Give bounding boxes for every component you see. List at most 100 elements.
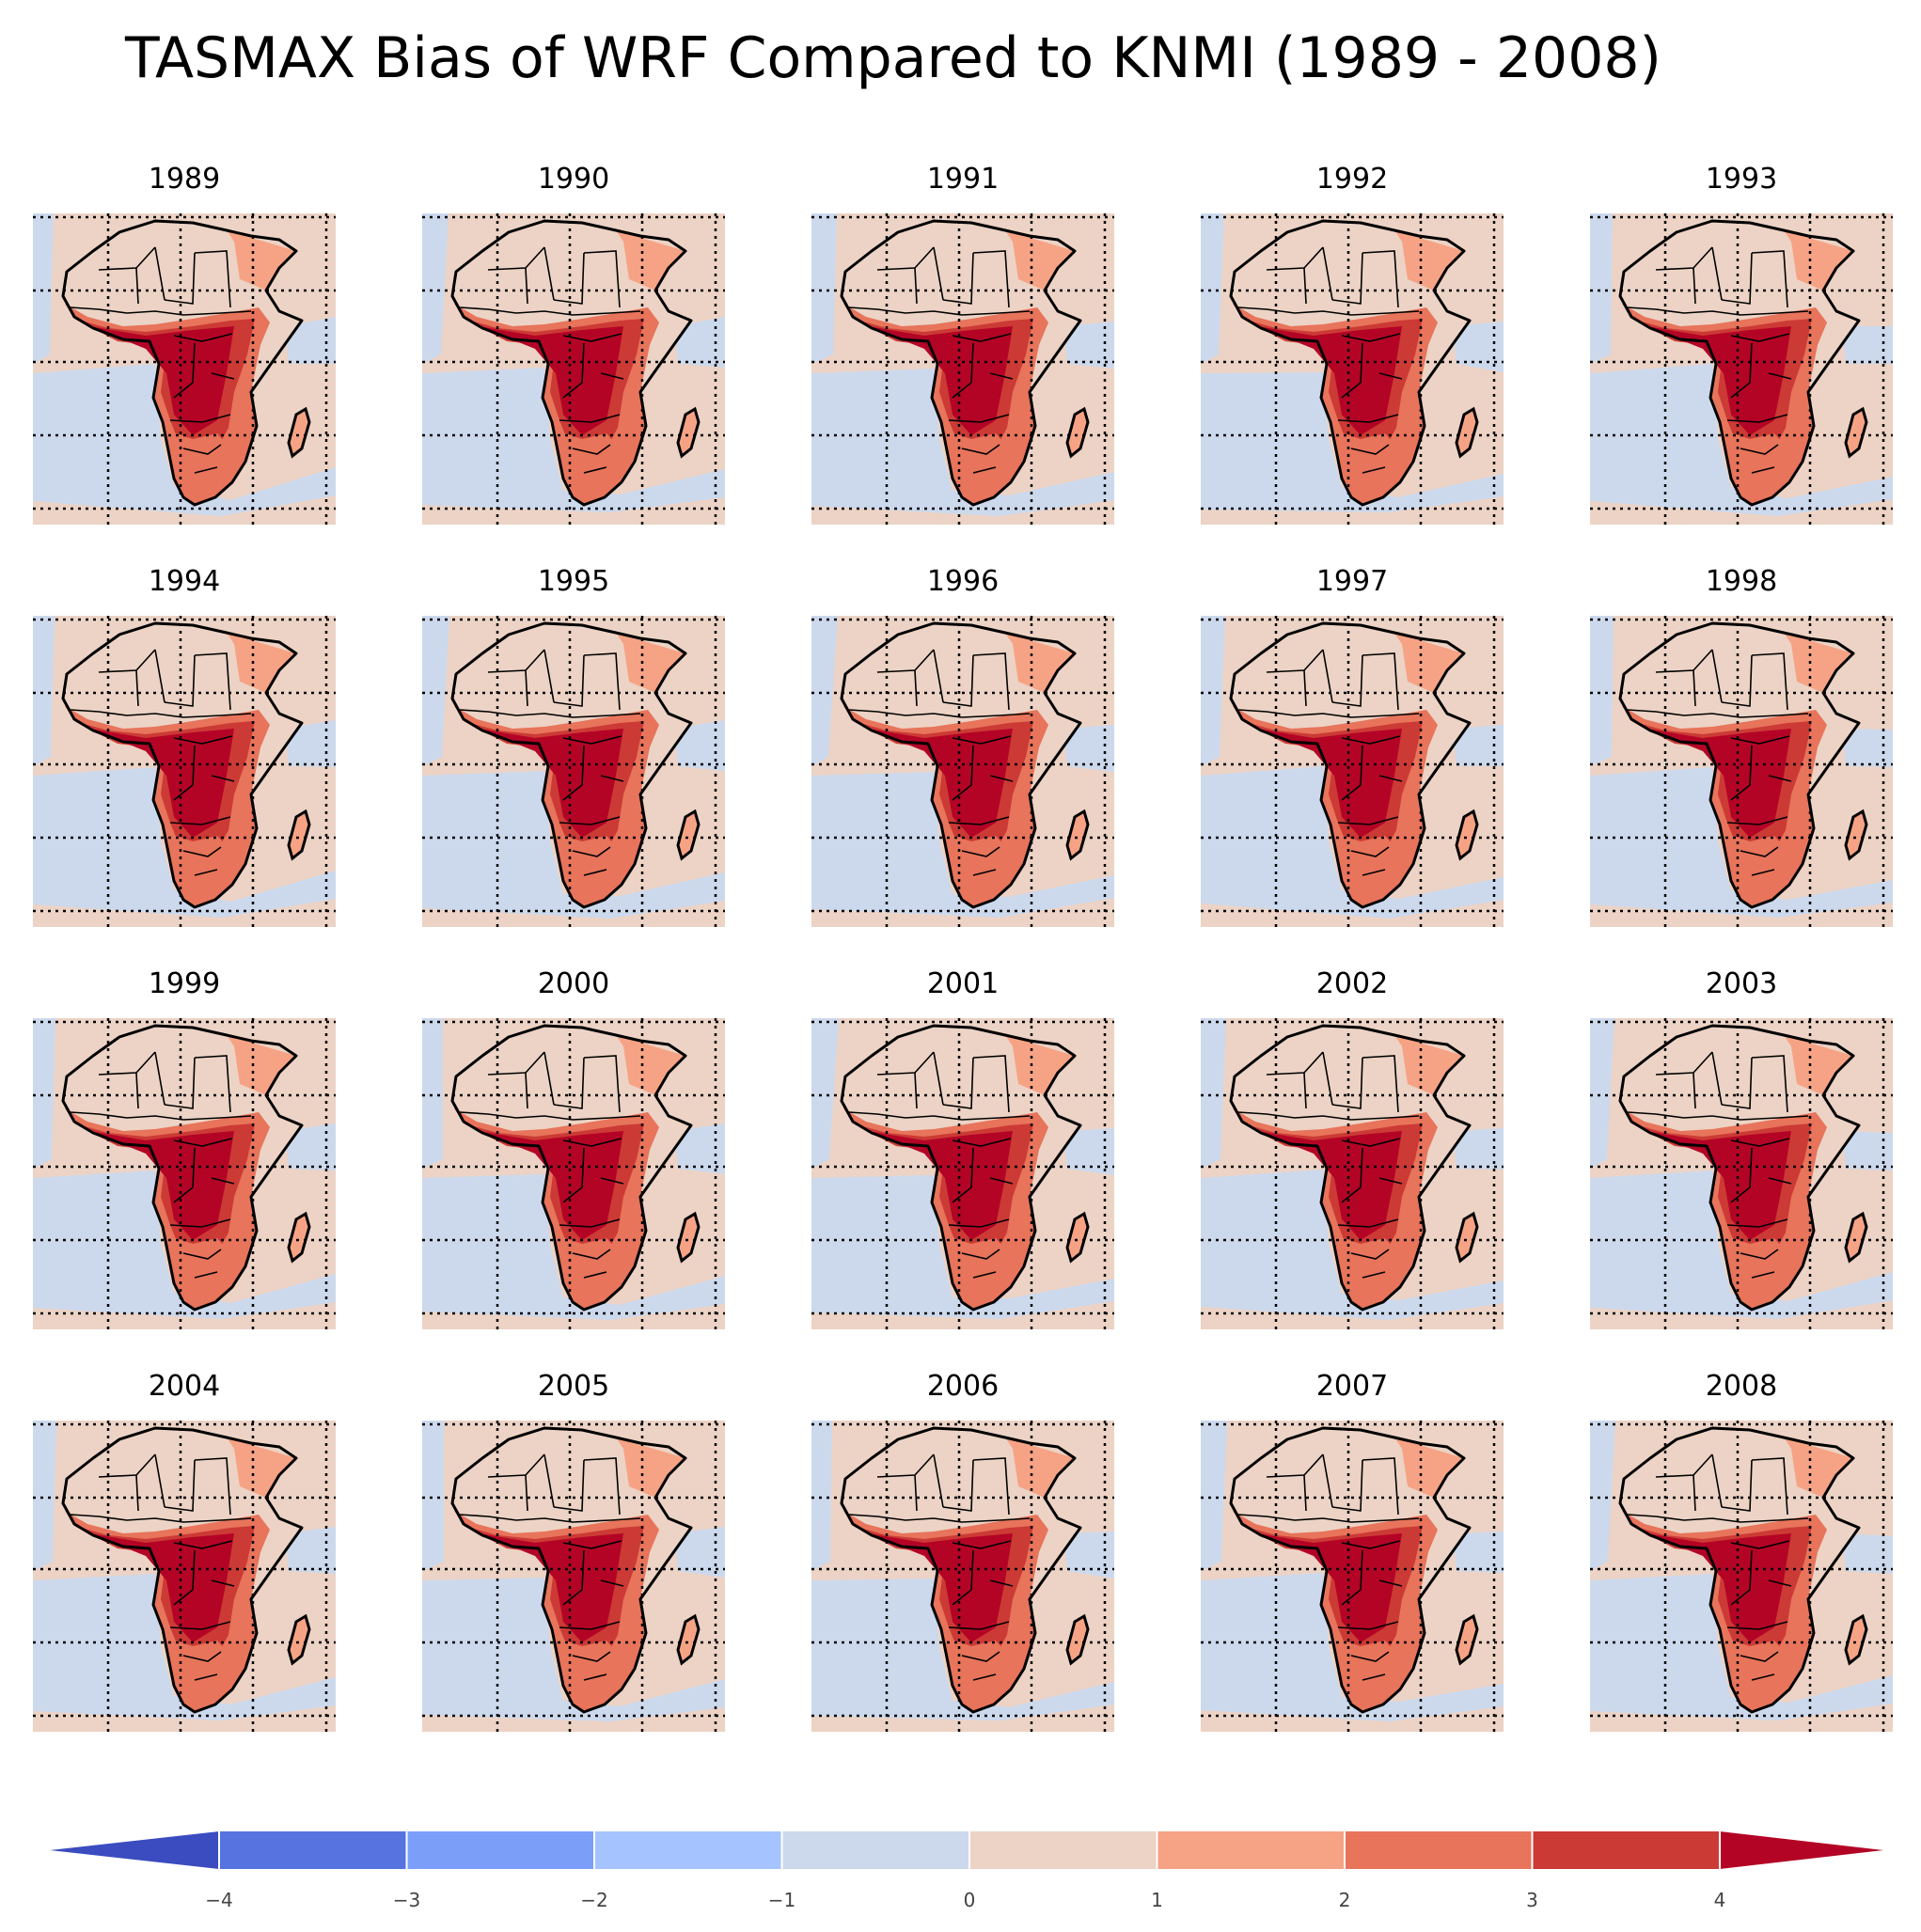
ocean-cool-area (674, 1527, 725, 1578)
land-bias-mid (1784, 1035, 1853, 1095)
colorbar-segment (781, 1831, 970, 1869)
country-border (1726, 1138, 1792, 1228)
country-border (559, 333, 624, 423)
country-border (1350, 846, 1390, 876)
country-border (169, 735, 235, 825)
bias-map (33, 1018, 336, 1329)
country-border (948, 1540, 1014, 1630)
map-panel: 2006 (811, 1368, 1114, 1732)
country-border (1266, 246, 1399, 308)
ocean-cool-area (285, 1123, 336, 1170)
bias-map (422, 1421, 725, 1732)
ocean-cool-area (33, 1018, 55, 1169)
ocean-cool-area (1201, 616, 1225, 766)
country-border (1350, 444, 1390, 474)
land-bias-max (479, 729, 623, 838)
bias-map (422, 213, 725, 525)
land-bias-max (1257, 729, 1402, 838)
bias-map-canvas (1201, 1018, 1504, 1329)
bias-map (422, 616, 725, 927)
ocean-cool-area (1842, 1131, 1893, 1170)
panel-year-label: 1994 (148, 565, 221, 598)
country-border (98, 1453, 231, 1516)
country-border (169, 1138, 235, 1228)
bias-map (33, 1421, 336, 1732)
ocean-cool-area (33, 616, 55, 766)
country-border (559, 1540, 624, 1630)
colorbar-tick-label: −3 (393, 1889, 420, 1911)
country-border (876, 1051, 1010, 1113)
bias-map (422, 1018, 725, 1329)
land-bias-mid (1784, 633, 1853, 693)
ocean-cool-area (1063, 1128, 1114, 1175)
country-border (1726, 333, 1792, 423)
land-bias-max (1257, 1131, 1402, 1240)
land-bias-mid (616, 1437, 685, 1498)
panel-year-label: 2001 (926, 967, 1000, 1000)
ocean-cool-area (1201, 1018, 1226, 1169)
bias-map-canvas (811, 616, 1114, 927)
bias-map-canvas (1590, 1421, 1893, 1732)
country-border (559, 735, 624, 825)
bias-map (1590, 616, 1893, 927)
bias-map (811, 616, 1114, 927)
country-border (1655, 246, 1788, 308)
map-panel: 1999 (33, 966, 336, 1329)
ocean-cool-area (1590, 1421, 1615, 1571)
bias-map-canvas (33, 1018, 336, 1329)
colorbar-tick-label: 1 (1151, 1889, 1163, 1911)
ocean-cool-area (422, 616, 449, 766)
country-border (848, 306, 1031, 316)
madagascar (1844, 809, 1868, 861)
bias-map (33, 616, 336, 927)
madagascar (1065, 1211, 1090, 1264)
land-bias-mid (227, 1035, 296, 1095)
land-bias-max (89, 1131, 234, 1240)
country-border (1740, 1651, 1779, 1681)
colorbar-extend-high (1720, 1831, 1883, 1869)
madagascar (1065, 406, 1090, 459)
land-bias-mid (227, 230, 296, 291)
bias-map (1201, 1018, 1504, 1329)
country-border (572, 1249, 611, 1279)
country-border (487, 1453, 621, 1516)
country-border (1337, 735, 1403, 825)
bias-map (811, 1421, 1114, 1732)
panel-year-label: 2005 (537, 1370, 610, 1403)
country-border (1237, 306, 1420, 316)
bias-map-canvas (1590, 616, 1893, 927)
country-border (1266, 1453, 1399, 1516)
coastline (1229, 621, 1472, 909)
bias-map (811, 213, 1114, 525)
country-border (1237, 709, 1420, 718)
colorbar-segment (594, 1831, 782, 1869)
bias-map-canvas (422, 213, 725, 525)
colorbar-tick-label: 3 (1526, 1889, 1538, 1911)
coastline (61, 1426, 304, 1714)
coastline (1618, 1426, 1861, 1714)
country-border (70, 709, 252, 718)
bias-map-canvas (33, 616, 336, 927)
bias-map-canvas (1201, 213, 1504, 525)
panel-year-label: 1992 (1315, 163, 1389, 196)
bias-map-canvas (422, 1421, 725, 1732)
coastline (450, 1426, 693, 1714)
bias-map (1590, 1018, 1893, 1329)
country-border (948, 1138, 1014, 1228)
bias-map (33, 213, 336, 525)
panel-year-label: 2006 (926, 1370, 1000, 1403)
country-border (1655, 649, 1788, 711)
country-border (1655, 1051, 1788, 1113)
bias-map (1201, 616, 1504, 927)
ocean-cool-area (1453, 1128, 1504, 1170)
country-border (848, 1514, 1031, 1523)
madagascar (1455, 1211, 1479, 1264)
ocean-cool-area (1590, 213, 1613, 364)
ocean-cool-area (422, 1018, 443, 1169)
panel-year-label: 2000 (537, 967, 610, 1000)
map-panel: 1996 (811, 563, 1114, 927)
coastline (840, 621, 1082, 909)
colorbar-tick-label: 4 (1714, 1889, 1726, 1911)
ocean-cool-area (1842, 326, 1893, 364)
coastline (450, 219, 693, 507)
